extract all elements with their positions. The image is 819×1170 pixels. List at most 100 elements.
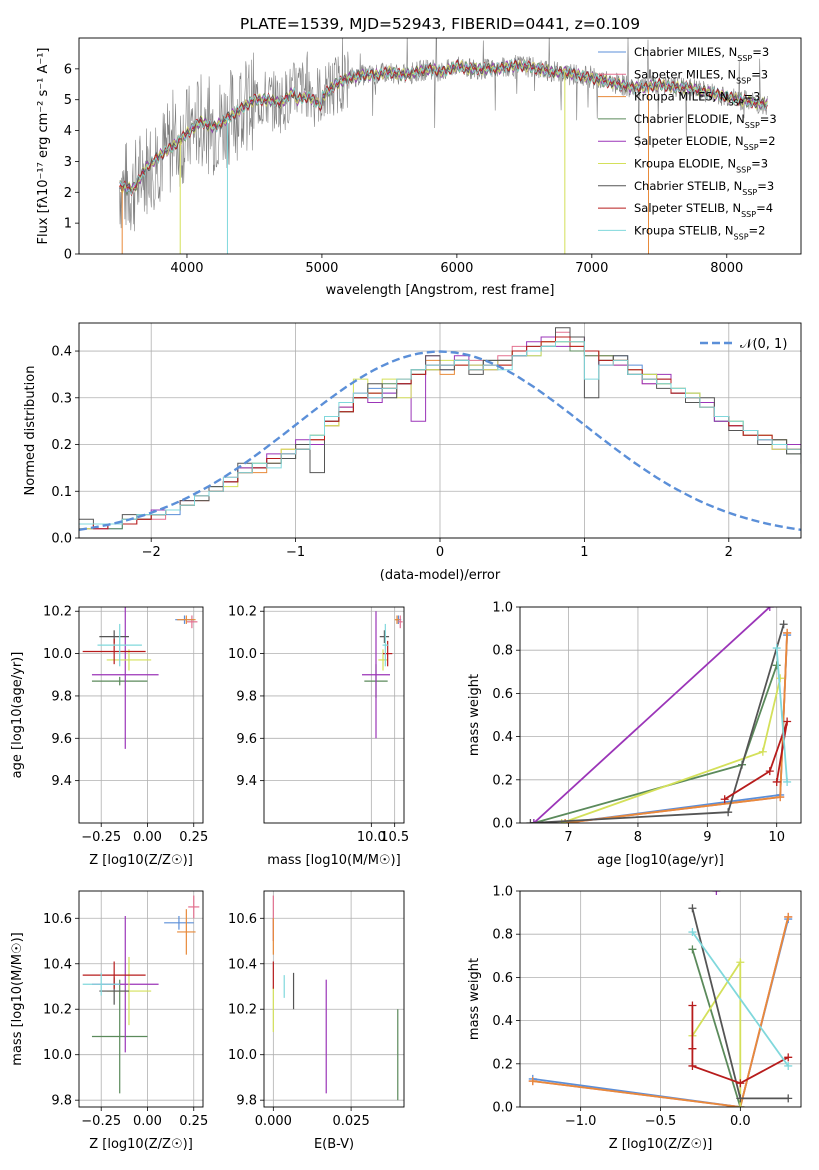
x-tick-label: 4000 — [170, 261, 203, 276]
panel-mass_vs_Z: −0.25 0.00 0.25 9.8 10.0 10.2 10.4 10.6 Z [log10… — [10, 890, 208, 1152]
y-axis-label: mass weight — [467, 674, 482, 756]
normal-curve — [79, 350, 801, 531]
weight-marker — [712, 891, 721, 895]
y-tick-label: 0.6 — [492, 971, 513, 986]
x-tick-label: −0.25 — [81, 830, 121, 845]
legend-label: Chabrier STELIB, NSSP=3 — [634, 179, 774, 197]
y-tick-label: 9.8 — [236, 689, 257, 704]
weight-marker — [776, 674, 785, 683]
x-tick-label: 8000 — [710, 261, 743, 276]
plot-area — [528, 891, 793, 1107]
x-axis-label: Z [log10(Z/Z☉)] — [609, 1137, 713, 1152]
plot-area — [82, 607, 198, 749]
x-tick-label: 6000 — [440, 261, 473, 276]
weight-marker — [557, 819, 566, 823]
weight-marker — [736, 1103, 745, 1107]
weight-marker — [758, 747, 767, 756]
weight-marker — [784, 1094, 793, 1103]
y-tick-label: 10.0 — [228, 1048, 257, 1063]
plot-area — [79, 327, 801, 531]
panel-residuals: −2 −1 0 1 2 0.0 0.1 0.2 0.3 0.4 (data-model)/error… — [23, 322, 802, 583]
axes-frame — [78, 890, 204, 1108]
y-tick-label: 2 — [64, 186, 72, 201]
weight-line — [532, 916, 790, 1107]
x-tick-label: −1.0 — [565, 1114, 597, 1129]
y-tick-label: 0.0 — [492, 817, 513, 832]
y-tick-label: 10.0 — [228, 647, 257, 662]
y-tick-label: 0.0 — [51, 532, 72, 547]
y-tick-label: 0 — [64, 248, 72, 263]
y-axis-label: Flux [fλ10⁻¹⁷ erg cm⁻² s⁻¹ A⁻¹] — [36, 48, 51, 245]
y-tick-label: 0.2 — [492, 1057, 513, 1072]
y-tick-label: 1.0 — [492, 601, 513, 616]
plot-area — [82, 895, 200, 1094]
y-tick-label: 10.2 — [43, 1003, 72, 1018]
x-tick-label: 7000 — [575, 261, 608, 276]
x-tick-label: 2 — [725, 545, 733, 560]
y-tick-label: 10.4 — [43, 957, 72, 972]
y-tick-label: 10.0 — [43, 1048, 72, 1063]
y-tick-label: 0.4 — [51, 345, 72, 360]
x-axis-label: Z [log10(Z/Z☉)] — [89, 853, 193, 868]
weight-marker — [736, 1079, 745, 1088]
weight-marker — [688, 1061, 697, 1070]
y-tick-label: 9.6 — [51, 732, 72, 747]
y-tick-label: 10.2 — [228, 605, 257, 620]
y-tick-label: 10.2 — [43, 605, 72, 620]
weight-marker — [772, 644, 781, 653]
weight-line — [691, 931, 789, 1067]
x-tick-label: 0.0 — [730, 1114, 751, 1129]
x-tick-label: 1 — [580, 545, 588, 560]
y-tick-label: 9.8 — [236, 1094, 257, 1109]
weight-line — [533, 607, 771, 823]
x-axis-label: Z [log10(Z/Z☉)] — [89, 1137, 193, 1152]
axes-frame — [78, 322, 802, 539]
panel-weight_vs_age: 7 8 9 10 0.0 0.2 0.4 0.6 0.8 1.0 age [log10(age/yr… — [467, 601, 802, 868]
axes-frame — [78, 606, 204, 824]
weight-marker — [528, 1077, 537, 1086]
panel-spectrum: 4000 5000 6000 7000 8000 0 1 2 3 4 5 6 wavelength [A… — [36, 37, 802, 298]
weight-marker — [776, 793, 785, 802]
weight-marker — [688, 945, 697, 954]
weight-marker — [688, 1001, 697, 1010]
weight-marker — [765, 607, 774, 611]
weight-marker — [765, 767, 774, 776]
weight-marker — [783, 717, 792, 726]
model-line — [119, 59, 768, 197]
y-tick-label: 0.4 — [492, 730, 513, 745]
y-tick-label: 0.4 — [492, 1014, 513, 1029]
weight-marker — [784, 1053, 793, 1062]
panel-age_vs_Z: −0.25 0.00 0.25 9.4 9.6 9.8 10.0 10.2 Z [log10(Z… — [10, 605, 208, 868]
y-tick-label: 9.8 — [51, 689, 72, 704]
y-tick-label: 10.6 — [228, 912, 257, 927]
weight-marker — [526, 819, 535, 823]
weight-marker — [772, 777, 781, 786]
histogram-series — [79, 341, 801, 525]
x-tick-label: −0.5 — [645, 1114, 677, 1129]
plot-area — [119, 38, 768, 254]
weight-marker — [736, 1094, 745, 1103]
y-tick-label: 0.8 — [492, 644, 513, 659]
y-axis-label: mass weight — [467, 958, 482, 1040]
plot-area — [272, 895, 399, 1101]
y-tick-label: 10.2 — [228, 1003, 257, 1018]
weight-marker — [688, 904, 697, 913]
axes-frame — [263, 606, 405, 824]
y-tick-label: 0.1 — [51, 485, 72, 500]
x-tick-label: −2 — [142, 545, 161, 560]
plot-area — [362, 611, 403, 739]
x-tick-label: 9 — [703, 830, 711, 845]
x-tick-label: 0.025 — [333, 1114, 370, 1129]
weight-marker — [724, 808, 733, 817]
panel-weight_vs_Z: −1.0 −0.5 0.0 0.0 0.2 0.4 0.6 0.8 1.0 Z [log10(Z/… — [467, 885, 802, 1152]
y-tick-label: 10.6 — [43, 912, 72, 927]
y-tick-label: 9.8 — [51, 1094, 72, 1109]
x-tick-label: 10.0 — [357, 830, 386, 845]
weight-marker — [736, 958, 745, 967]
x-axis-label: (data-model)/error — [380, 568, 501, 583]
x-tick-label: −0.25 — [81, 1114, 121, 1129]
y-tick-label: 4 — [64, 124, 72, 139]
legend-label: Salpeter ELODIE, NSSP=2 — [634, 134, 776, 152]
